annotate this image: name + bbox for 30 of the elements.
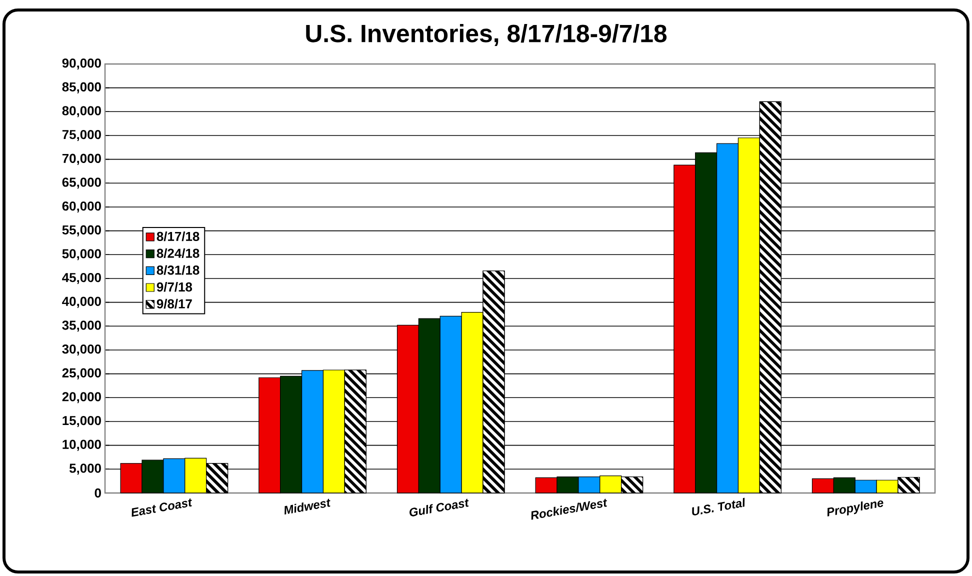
y-tick-label: 20,000 bbox=[62, 392, 101, 404]
legend-label: 8/24/18 bbox=[156, 248, 200, 258]
x-tick-label: East Coast bbox=[132, 498, 192, 517]
y-tick-label: 15,000 bbox=[62, 416, 101, 428]
legend-label: 9/8/17 bbox=[156, 298, 192, 309]
y-tick-label: 30,000 bbox=[62, 344, 101, 356]
y-tick-label: 90,000 bbox=[62, 58, 101, 70]
y-tick-label: 70,000 bbox=[62, 154, 101, 165]
x-tick-label: Gulf Coast bbox=[410, 498, 468, 516]
legend-label: 8/17/18 bbox=[156, 231, 200, 242]
y-tick-label: 65,000 bbox=[62, 178, 101, 189]
legend-label: 8/31/18 bbox=[156, 265, 200, 275]
chart-title: U.S. Inventories, 8/17/18-9/7/18 bbox=[306, 24, 667, 46]
y-tick-label: 25,000 bbox=[62, 368, 101, 380]
y-tick-label: 85,000 bbox=[62, 82, 101, 94]
y-tick-label: 35,000 bbox=[62, 320, 101, 332]
y-tick-label: 75,000 bbox=[62, 130, 101, 142]
x-tick-label: Propylene bbox=[827, 500, 884, 516]
legend-label: 9/7/18 bbox=[156, 282, 192, 292]
y-tick-label: 10,000 bbox=[62, 440, 101, 451]
y-tick-label: 80,000 bbox=[62, 106, 101, 118]
y-tick-label: 0 bbox=[94, 488, 101, 498]
x-tick-label: U.S. Total bbox=[692, 498, 745, 516]
y-tick-label: 5,000 bbox=[69, 464, 101, 475]
x-tick-label: Midwest bbox=[284, 498, 330, 515]
y-tick-label: 60,000 bbox=[62, 201, 101, 213]
y-tick-label: 55,000 bbox=[62, 225, 101, 236]
y-tick-label: 50,000 bbox=[62, 249, 101, 260]
y-tick-label: 45,000 bbox=[62, 272, 101, 284]
y-tick-label: 40,000 bbox=[62, 296, 101, 308]
